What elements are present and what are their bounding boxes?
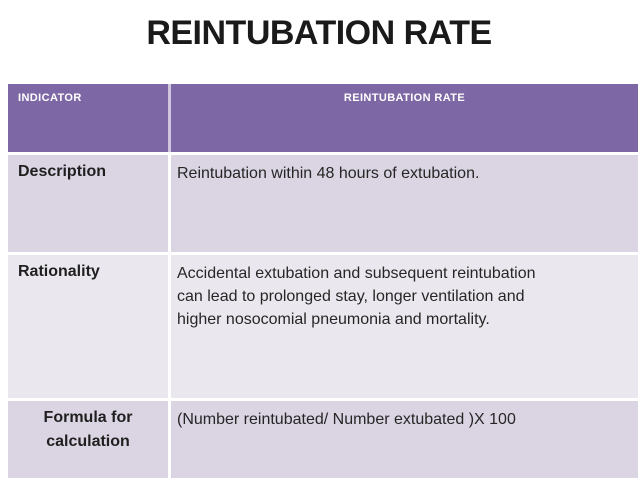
row-value-formula: (Number reintubated/ Number extubated )X… (171, 401, 638, 478)
row-value-rationality: Accidental extubation and subsequent rei… (171, 255, 638, 398)
slide-title: REINTUBATION RATE (146, 14, 492, 52)
row-label-rationality: Rationality (8, 255, 168, 398)
table-header-reintubation-rate: REINTUBATION RATE (171, 84, 638, 152)
row-value-description: Reintubation within 48 hours of extubati… (171, 155, 638, 252)
indicator-table: INDICATOR REINTUBATION RATE Description … (8, 84, 638, 478)
row-label-formula: Formula for calculation (8, 401, 168, 478)
row-label-description: Description (8, 155, 168, 252)
table-header-indicator: INDICATOR (8, 84, 168, 152)
